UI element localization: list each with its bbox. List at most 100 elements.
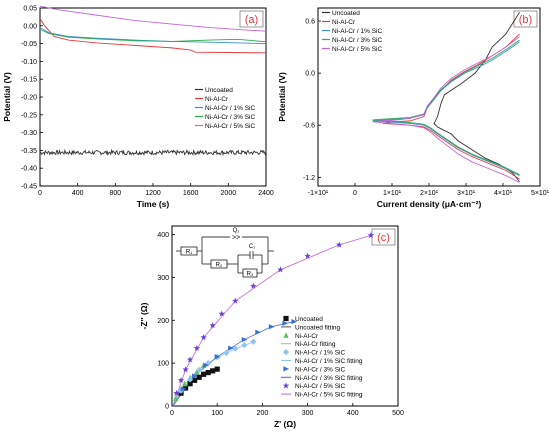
x-tick-label: 400: [347, 410, 359, 417]
legend-label: Ni-Al-Cr / 1% SiC: [332, 28, 383, 35]
point-star: [232, 297, 239, 304]
x-tick-label: 2000: [221, 190, 237, 197]
legend-label: Ni-Al-Cr / 3% SiC: [295, 366, 346, 373]
legend-label: Uncoated: [332, 10, 360, 17]
y-tick-label: -0.15: [21, 77, 37, 84]
x-tick-label: 4×10¹: [494, 190, 513, 197]
x-tick-label: 2400: [258, 190, 274, 197]
y-tick-label: -0.20: [21, 95, 37, 102]
point-diamond: [232, 345, 239, 352]
series-line-3: [372, 39, 520, 176]
series-line-2: [39, 27, 267, 45]
legend-label: Ni-Al-Cr / 5% SiC: [205, 123, 256, 130]
legend-label: Ni-Al-Cr / 3% SiC: [332, 37, 383, 44]
legend-label: Ni-Al-Cr fitting: [295, 341, 336, 348]
x-tick-label: 0: [38, 190, 42, 197]
panel-tag-box: [239, 10, 264, 28]
cpe-symbol: >>: [232, 235, 240, 242]
x-tick-label: 1200: [145, 190, 161, 197]
y-tick-label: 0: [165, 404, 169, 411]
legend: Uncoated Ni-Al-Cr Ni-Al-Cr / 1% SiC Ni-Al-C…: [195, 87, 256, 130]
series-group: [172, 232, 375, 407]
point-triangle-right: [241, 336, 248, 343]
x-tick-label: 1×10¹: [383, 190, 402, 197]
circuit-label-r1: R₁: [186, 250, 192, 256]
point-square: [201, 371, 207, 377]
point-triangle: [173, 395, 179, 401]
plot-frame: [39, 7, 267, 187]
legend-label: Uncoated: [205, 87, 233, 94]
y-tick-label: 400: [157, 232, 169, 239]
series-line-4: [39, 5, 267, 32]
series-line-2: [372, 41, 520, 176]
point-star: [282, 382, 290, 389]
point-diamond: [196, 366, 203, 374]
x-tick-label: 3×10¹: [457, 190, 476, 197]
point-diamond: [250, 338, 257, 345]
point-star: [367, 232, 375, 239]
series-group: [372, 12, 520, 183]
y-tick-label: -0.25: [21, 112, 37, 119]
legend-label: Ni-Al-Cr / 1% SiC: [295, 350, 346, 357]
legend-label: Ni-Al-Cr / 3% SiC fitting: [295, 375, 363, 382]
point-star: [177, 376, 185, 384]
y-tick-label: -0.10: [21, 59, 37, 66]
x-tick-label: 100: [211, 410, 223, 417]
y-tick-label: 0.6: [305, 19, 315, 26]
series-group: [39, 5, 267, 157]
point-star: [336, 241, 343, 248]
point-star: [173, 389, 180, 396]
y-tick-label: -0.05: [21, 41, 37, 48]
point-square: [214, 366, 220, 372]
x-axis-label: Current density (μA·cm⁻²): [377, 199, 482, 209]
point-triangle-right: [192, 373, 198, 379]
x-tick-label: 1600: [183, 190, 199, 197]
panel-tag: (b): [513, 10, 538, 28]
point-triangle: [194, 368, 200, 375]
y-axis-label: Potential (V): [277, 72, 287, 122]
circuit-label-r2: R₂: [216, 263, 223, 269]
point-square: [210, 368, 216, 374]
point-triangle-right: [228, 345, 234, 351]
plot-frame: [317, 7, 541, 187]
y-tick-label: 100: [157, 361, 169, 368]
y-axis-label: -Z'' (Ω): [139, 302, 149, 329]
legend-label: Uncoated: [295, 316, 323, 323]
point-triangle-right: [283, 366, 290, 372]
x-tick-label: 300: [302, 410, 314, 417]
legend-label: Ni-Al-Cr / 5% SiC: [295, 383, 346, 390]
point-triangle-right: [180, 386, 187, 392]
panel-tag: (c): [371, 228, 396, 246]
y-tick-label: -0.45: [21, 184, 37, 191]
y-tick-label: -0.6: [303, 123, 315, 130]
point-star: [186, 356, 194, 363]
panel-tag-label: (a): [245, 14, 258, 26]
circuit-label-c1: C₁: [249, 244, 255, 250]
x-tick-label: 5×10¹: [531, 190, 550, 197]
legend-label: Ni-Al-Cr: [295, 333, 319, 340]
legend-label: Ni-Al-Cr / 5% SiC fitting: [295, 392, 363, 399]
panel-c: 0 100 200 300 400 500 0 100 200 300 400 Z' (Ω) -Z'' …: [139, 225, 404, 429]
point-star: [200, 334, 207, 341]
panel-tag: (a): [239, 10, 264, 28]
point-triangle-right: [203, 362, 209, 368]
x-tick-label: 200: [257, 410, 269, 417]
y-tick-label: 0.0: [305, 71, 315, 78]
x-tick-label: 400: [72, 190, 84, 197]
point-square: [187, 381, 193, 387]
point-diamond: [205, 360, 212, 367]
legend-label: Ni-Al-Cr: [205, 96, 229, 103]
point-triangle: [182, 380, 188, 387]
point-diamond: [186, 376, 194, 383]
circuit-inset: R₁ >>Q₁ R₂ C₁ R₃: [176, 228, 274, 278]
panel-a: 0 400 800 1200 1600 2000 2400 0.05 0.00 -0.05 -0.1…: [2, 6, 274, 210]
x-tick-label: 800: [109, 190, 121, 197]
legend-label: Ni-Al-Cr / 3% SiC: [205, 114, 256, 121]
point-square: [205, 369, 211, 376]
y-tick-label: 0.00: [23, 23, 37, 30]
point-square: [182, 385, 189, 391]
circuit-label-r3: R₃: [247, 272, 254, 278]
series-line-4: [372, 36, 520, 183]
